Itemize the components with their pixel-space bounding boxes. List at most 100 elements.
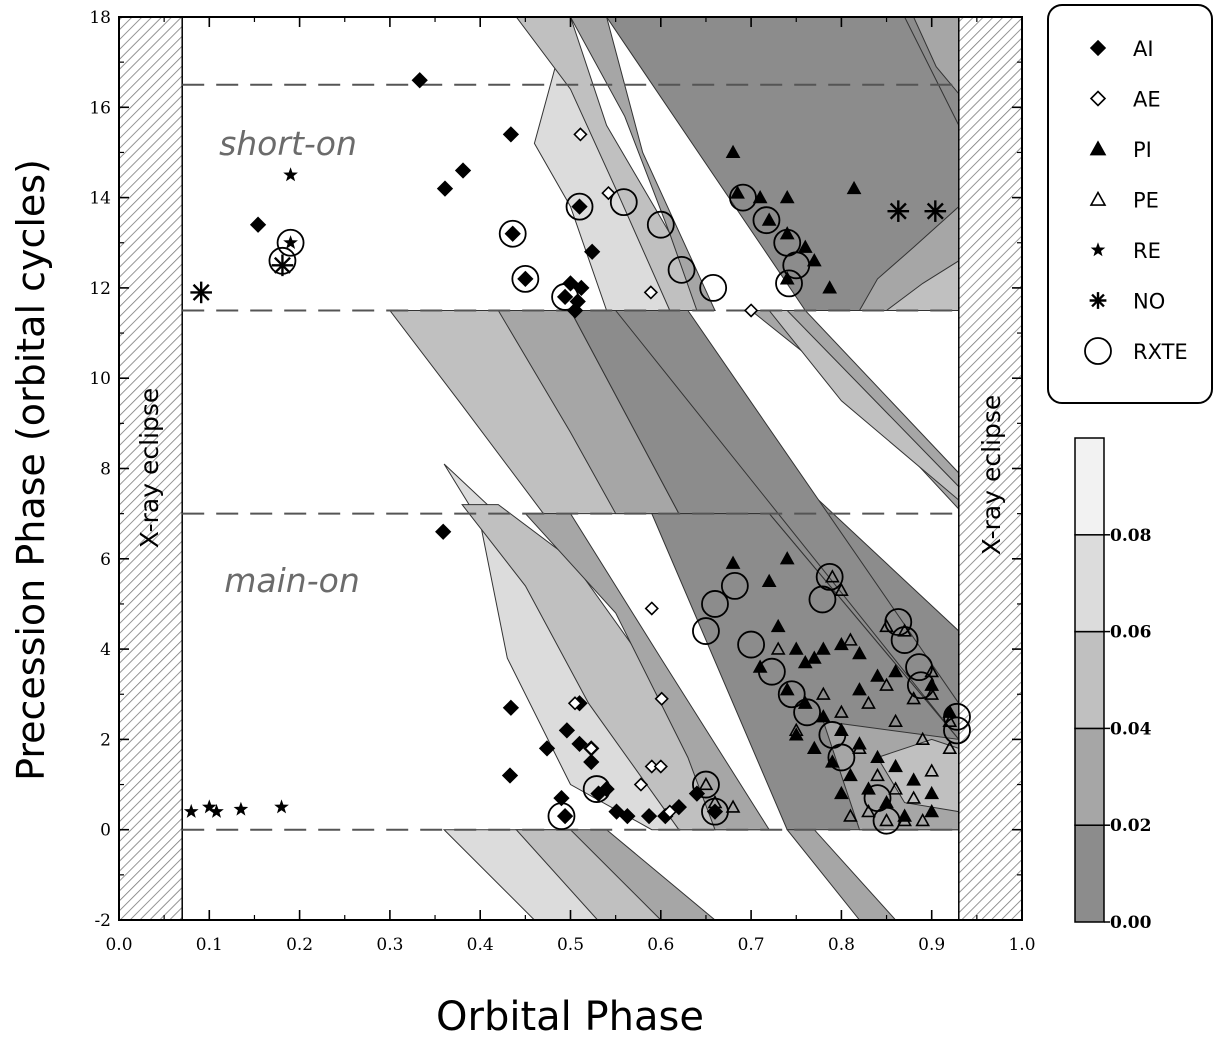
point-rxte-18 xyxy=(737,630,765,659)
contour-layer xyxy=(388,17,960,920)
point-pi-14 xyxy=(788,641,804,655)
point-pi-1 xyxy=(730,185,745,199)
point-rxte-1 xyxy=(276,228,305,257)
y-tick-label-9: 16 xyxy=(89,98,111,118)
point-ae-3 xyxy=(644,601,659,616)
point-pe-13 xyxy=(942,740,958,755)
point-pi-5 xyxy=(761,212,777,226)
point-pi-0 xyxy=(725,144,741,159)
point-ai-15 xyxy=(502,699,520,716)
point-pi-2 xyxy=(752,189,768,204)
point-pe-4 xyxy=(888,713,903,727)
x-tick-label-1: 0.1 xyxy=(196,935,223,955)
legend-marker-pe xyxy=(1089,190,1107,206)
point-ae-10 xyxy=(662,804,677,819)
point-re-6 xyxy=(283,235,298,249)
point-rxte-30 xyxy=(905,653,933,682)
point-pe-11 xyxy=(906,790,921,804)
legend-marker-no xyxy=(1089,292,1107,309)
x-tick-label-7: 0.7 xyxy=(738,935,765,955)
contour-band-23 xyxy=(786,829,897,920)
point-re-4 xyxy=(274,799,289,814)
point-rxte-23 xyxy=(808,585,837,614)
x-tick-label-4: 0.4 xyxy=(467,935,494,955)
point-pi-13 xyxy=(770,618,786,633)
point-pi-35 xyxy=(924,803,940,818)
point-no-2 xyxy=(887,200,910,222)
point-pi-26 xyxy=(870,749,885,764)
point-pe-1 xyxy=(843,632,858,646)
point-ai-2 xyxy=(454,162,472,179)
legend-marker-re xyxy=(1090,242,1106,257)
legend-entry-ai: AI xyxy=(1089,37,1154,61)
point-rxte-28 xyxy=(884,608,913,636)
point-re-3 xyxy=(233,801,249,816)
point-rxte-22 xyxy=(815,562,844,591)
eclipse-label-left: X-ray eclipse xyxy=(135,388,164,549)
point-pi-11 xyxy=(725,555,741,569)
point-pe-24 xyxy=(915,813,931,827)
y-tick-label-10: 18 xyxy=(89,8,111,28)
y-tick-label-0: -2 xyxy=(94,911,111,931)
series-no xyxy=(190,200,947,304)
colorbar: 0.00 0.02 0.04 0.06 0.08 xyxy=(1074,437,1152,933)
point-pe-22 xyxy=(879,813,894,827)
colorbar-band-0 xyxy=(1074,824,1105,923)
point-pe-26 xyxy=(707,794,723,809)
eclipse-label-right: X-ray eclipse xyxy=(977,395,1006,556)
legend-marker-ai xyxy=(1089,39,1107,57)
point-ae-11 xyxy=(743,303,759,318)
point-ai-17 xyxy=(538,740,556,757)
colorbar-tick-label-1: 0.02 xyxy=(1110,816,1151,836)
point-rxte-13 xyxy=(782,251,811,280)
scatter-points xyxy=(183,72,971,835)
point-pe-30 xyxy=(924,664,940,678)
point-pi-39 xyxy=(888,664,903,678)
legend-label-re: RE xyxy=(1133,239,1161,263)
point-pi-8 xyxy=(806,253,822,267)
point-rxte-29 xyxy=(890,626,919,654)
legend-entry-re: RE xyxy=(1090,239,1161,263)
legend-label-no: NO xyxy=(1133,290,1165,314)
series-re xyxy=(183,167,298,818)
point-pe-23 xyxy=(897,813,912,827)
point-rxte-15 xyxy=(701,590,729,618)
point-ai-7 xyxy=(584,243,601,260)
point-ae-9 xyxy=(633,777,649,792)
legend: AI AE PI PE RE NO RXTE xyxy=(1047,4,1213,404)
point-rxte-25 xyxy=(827,743,856,772)
y-tick-label-5: 8 xyxy=(100,460,111,480)
annotation-short-on: short-on xyxy=(219,124,357,163)
point-ae-2 xyxy=(643,285,658,300)
point-pi-37 xyxy=(852,682,867,696)
colorbar-band-3 xyxy=(1074,534,1105,633)
point-pi-3 xyxy=(779,189,795,204)
point-ai-10 xyxy=(573,279,590,297)
point-rxte-11 xyxy=(752,206,781,235)
point-rxte-3 xyxy=(511,264,540,293)
point-ai-1 xyxy=(502,126,520,143)
y-tick-label-4: 6 xyxy=(100,550,111,570)
point-rxte-37 xyxy=(701,797,729,826)
point-re-0 xyxy=(183,803,199,818)
legend-entry-no: NO xyxy=(1089,290,1165,314)
legend-label-ai: AI xyxy=(1133,37,1154,61)
point-ai-25 xyxy=(553,789,570,807)
point-no-1 xyxy=(271,254,294,277)
point-pe-25 xyxy=(698,776,714,791)
x-tick-label-3: 0.3 xyxy=(376,935,403,955)
y-tick-label-8: 14 xyxy=(89,189,111,209)
legend-entry-pe: PE xyxy=(1089,189,1159,213)
point-ae-7 xyxy=(653,759,668,774)
legend-label-ae: AE xyxy=(1133,88,1161,112)
x-tick-label-6: 0.6 xyxy=(647,935,674,955)
point-pe-27 xyxy=(725,799,741,813)
point-ai-27 xyxy=(608,803,625,820)
colorbar-band-1 xyxy=(1074,727,1105,826)
point-no-3 xyxy=(924,200,947,222)
point-pe-21 xyxy=(861,803,876,818)
point-pe-8 xyxy=(852,740,867,755)
point-pi-44 xyxy=(942,704,958,718)
point-pe-2 xyxy=(815,686,831,700)
